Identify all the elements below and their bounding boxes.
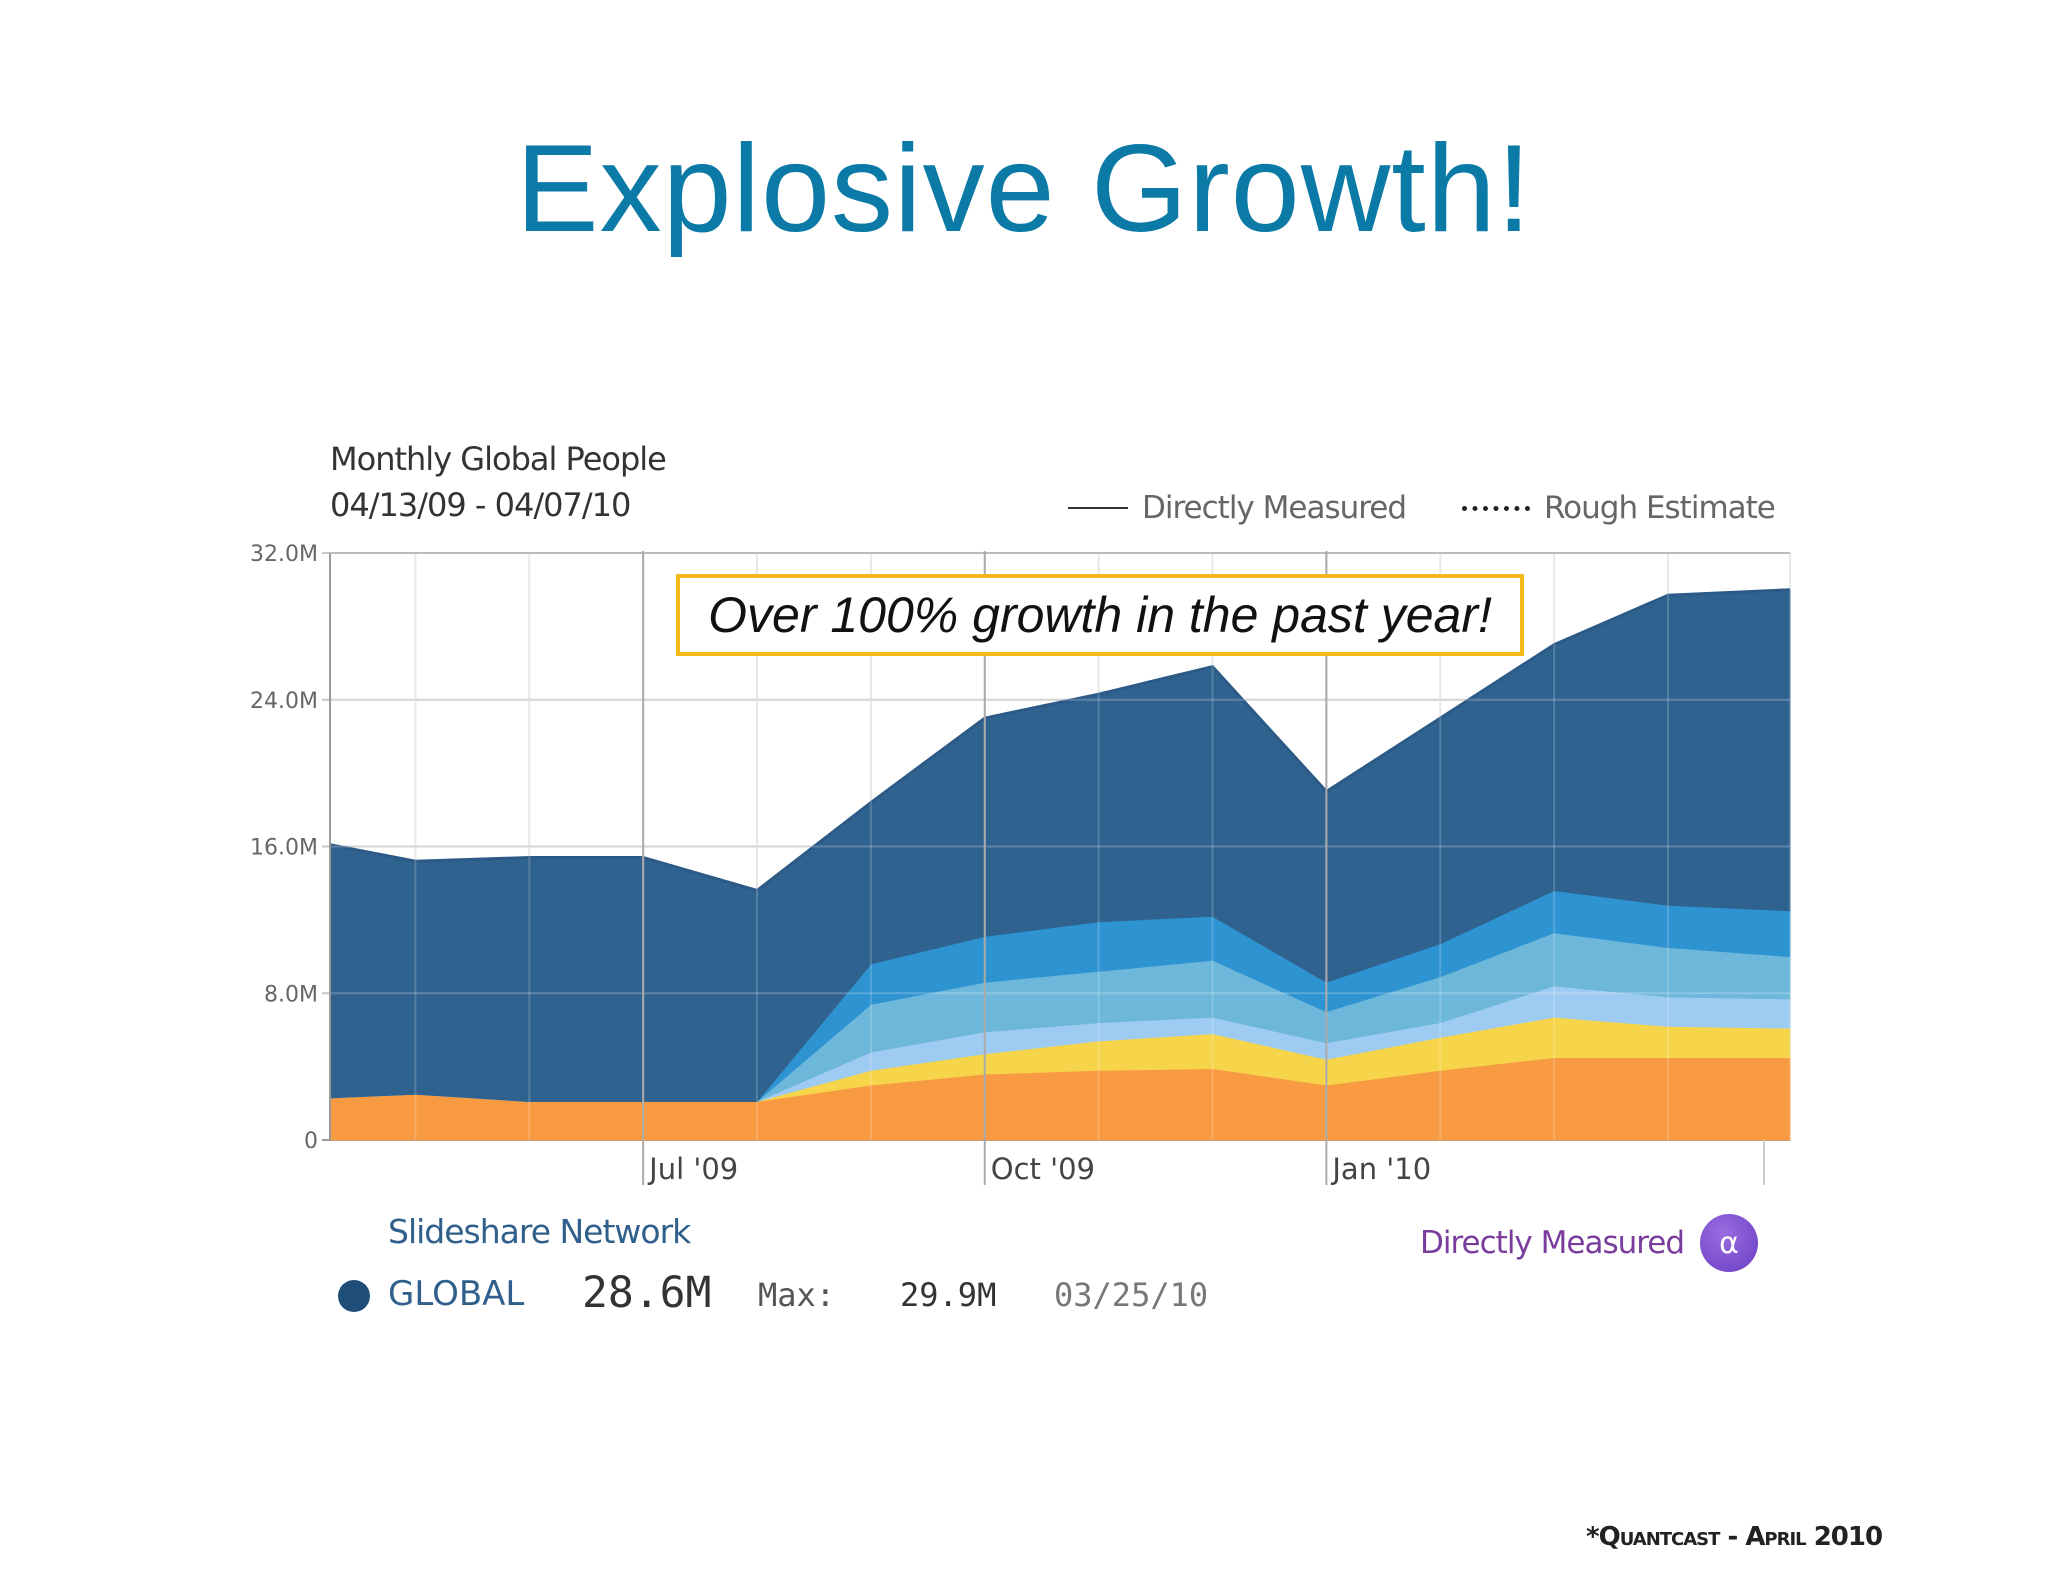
y-tick-label: 32.0M bbox=[250, 542, 318, 567]
network-name: Slideshare Network bbox=[388, 1212, 691, 1251]
total-outline bbox=[329, 588, 1791, 893]
x-tick-label: Jan '10 bbox=[1330, 1152, 1431, 1186]
badge-label: Directly Measured bbox=[1420, 1225, 1685, 1261]
x-tick-label: Jul '09 bbox=[647, 1152, 738, 1186]
x-tick-label: Oct '09 bbox=[991, 1152, 1095, 1186]
legend-rough-estimate: Rough Estimate bbox=[1462, 490, 1776, 526]
chart-date-range: 04/13/09 - 04/07/10 bbox=[330, 486, 631, 524]
max-value: 29.9M bbox=[900, 1276, 997, 1314]
y-tick-label: 24.0M bbox=[250, 689, 318, 714]
dotted-line-icon bbox=[1462, 505, 1530, 511]
chart-title: Monthly Global People bbox=[330, 440, 667, 478]
stats-row: GLOBAL 28.6M Max: 29.9M 03/25/10 bbox=[338, 1268, 1238, 1318]
source-note: *Quantcast - April 2010 bbox=[1586, 1522, 1883, 1552]
global-series-dot-icon bbox=[338, 1280, 370, 1312]
chart-areas bbox=[329, 552, 1791, 1141]
y-tick-label: 8.0M bbox=[264, 982, 318, 1007]
alpha-icon: α bbox=[1700, 1214, 1759, 1272]
y-tick-label: 0 bbox=[304, 1129, 318, 1154]
y-tick-label: 16.0M bbox=[250, 836, 318, 861]
solid-line-icon bbox=[1068, 507, 1128, 509]
global-label: GLOBAL bbox=[388, 1274, 525, 1314]
max-date: 03/25/10 bbox=[1054, 1276, 1209, 1314]
directly-measured-badge: Directly Measured α bbox=[1420, 1214, 1759, 1272]
slide-title: Explosive Growth! bbox=[515, 120, 1533, 258]
chart-axes: 0 8.0M 16.0M 24.0M 32.0M Jul '09 Oct '09 Jan '1… bbox=[250, 542, 1790, 1186]
max-label: Max: bbox=[758, 1276, 836, 1314]
global-value: 28.6M bbox=[582, 1268, 712, 1318]
legend-directly-measured: Directly Measured bbox=[1068, 490, 1407, 526]
legend-estimate-label: Rough Estimate bbox=[1544, 490, 1776, 526]
legend-measured-label: Directly Measured bbox=[1142, 490, 1407, 526]
growth-annotation: Over 100% growth in the past year! bbox=[676, 574, 1524, 656]
